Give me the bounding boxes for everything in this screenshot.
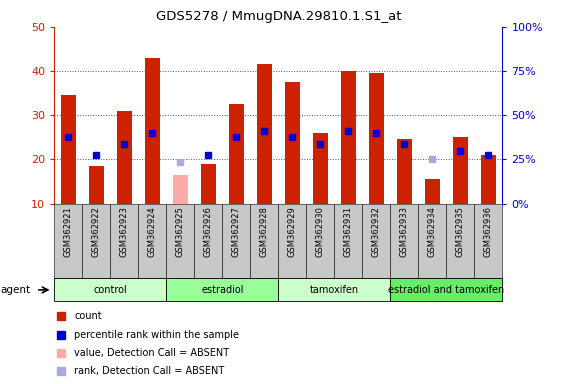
Bar [369, 73, 384, 204]
Text: GDS5278 / MmugDNA.29810.1.S1_at: GDS5278 / MmugDNA.29810.1.S1_at [156, 10, 401, 23]
Bar [82, 204, 110, 278]
Text: agent: agent [1, 285, 31, 295]
Bar [391, 204, 419, 278]
Bar [313, 133, 328, 204]
Bar [61, 95, 76, 204]
Bar [453, 137, 468, 204]
Text: estradiol and tamoxifen: estradiol and tamoxifen [388, 285, 505, 295]
Text: percentile rank within the sample: percentile rank within the sample [74, 329, 239, 339]
Text: rank, Detection Call = ABSENT: rank, Detection Call = ABSENT [74, 366, 224, 376]
Bar [335, 204, 363, 278]
Text: count: count [74, 311, 102, 321]
Text: GSM362921: GSM362921 [64, 206, 73, 257]
Bar [116, 111, 132, 204]
Bar [54, 204, 82, 278]
Bar [397, 139, 412, 204]
Bar [447, 204, 475, 278]
Text: GSM362926: GSM362926 [204, 206, 213, 257]
Text: GSM362924: GSM362924 [148, 206, 157, 257]
Text: control: control [94, 285, 127, 295]
Text: GSM362922: GSM362922 [92, 206, 100, 257]
Bar [341, 71, 356, 204]
Text: GSM362934: GSM362934 [428, 206, 437, 257]
Bar [425, 179, 440, 204]
Bar [391, 278, 502, 301]
Text: tamoxifen: tamoxifen [310, 285, 359, 295]
Bar [307, 204, 335, 278]
Bar [475, 204, 502, 278]
Bar [144, 58, 160, 204]
Bar [279, 278, 391, 301]
Text: GSM362932: GSM362932 [372, 206, 381, 257]
Text: value, Detection Call = ABSENT: value, Detection Call = ABSENT [74, 348, 230, 358]
Bar [54, 278, 166, 301]
Bar [166, 204, 194, 278]
Bar [166, 278, 278, 301]
Bar [285, 82, 300, 204]
Bar [256, 65, 272, 204]
Text: GSM362930: GSM362930 [316, 206, 325, 257]
Bar [138, 204, 166, 278]
Bar [200, 164, 216, 204]
Bar [228, 104, 244, 204]
Bar [110, 204, 138, 278]
Bar [279, 204, 307, 278]
Bar [363, 204, 391, 278]
Text: estradiol: estradiol [201, 285, 244, 295]
Text: GSM362923: GSM362923 [120, 206, 129, 257]
Bar [194, 204, 222, 278]
Text: GSM362935: GSM362935 [456, 206, 465, 257]
Bar [419, 204, 447, 278]
Bar [481, 155, 496, 204]
Bar [250, 204, 279, 278]
Text: GSM362928: GSM362928 [260, 206, 269, 257]
Text: GSM362927: GSM362927 [232, 206, 241, 257]
Text: GSM362925: GSM362925 [176, 206, 185, 257]
Text: GSM362931: GSM362931 [344, 206, 353, 257]
Text: GSM362929: GSM362929 [288, 206, 297, 257]
Bar [89, 166, 104, 204]
Bar [172, 175, 188, 204]
Bar [222, 204, 250, 278]
Text: GSM362936: GSM362936 [484, 206, 493, 257]
Text: GSM362933: GSM362933 [400, 206, 409, 257]
